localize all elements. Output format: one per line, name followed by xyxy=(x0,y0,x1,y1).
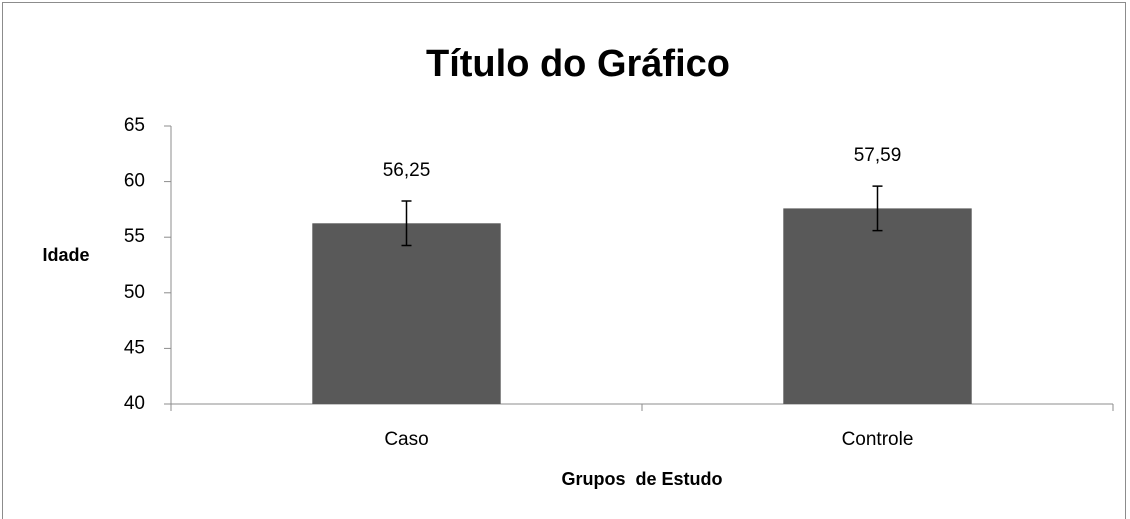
data-label: 57,59 xyxy=(854,145,902,166)
y-axis-label: Idade xyxy=(42,245,89,265)
y-tick-label: 40 xyxy=(124,393,145,414)
data-label: 56,25 xyxy=(383,160,431,181)
bar xyxy=(783,208,972,404)
y-tick-label: 60 xyxy=(124,171,145,192)
error-bar xyxy=(401,200,412,247)
y-tick-label: 50 xyxy=(124,282,145,303)
bar xyxy=(312,223,501,404)
x-axis-label: Grupos de Estudo xyxy=(561,469,722,489)
y-tick-label: 65 xyxy=(124,115,145,136)
y-tick-label: 45 xyxy=(124,337,145,358)
error-bar xyxy=(872,185,883,232)
x-tick-label: Controle xyxy=(842,429,914,450)
x-tick-label: Caso xyxy=(384,429,428,450)
chart-title: Título do Gráfico xyxy=(426,43,730,85)
y-tick-label: 55 xyxy=(124,226,145,247)
